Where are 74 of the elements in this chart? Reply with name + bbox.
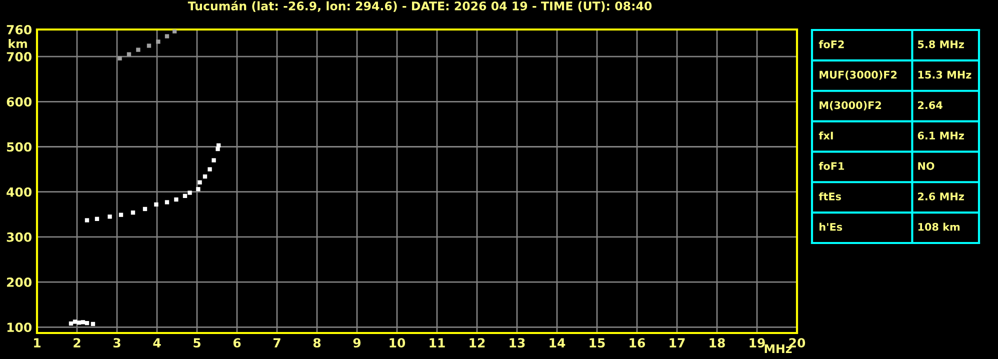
text: 2.6 MHz bbox=[918, 192, 964, 200]
point bbox=[68, 321, 74, 326]
text: ftEs bbox=[818, 192, 842, 200]
point bbox=[94, 216, 100, 221]
chart-title: Tucumán (lat: -26.9, lon: 294.6) - DATE: 2026 04 19 - TIME (UT): 08:40 bbox=[188, 0, 652, 12]
text: 2.64 bbox=[918, 101, 942, 110]
point bbox=[182, 194, 188, 198]
y-tick-label: 500 bbox=[7, 142, 32, 152]
x-tick-label: 18 bbox=[710, 338, 725, 348]
point bbox=[90, 322, 96, 326]
point bbox=[164, 200, 170, 204]
y-tick-label: 700 bbox=[6, 52, 32, 62]
point bbox=[188, 190, 192, 195]
text: 5.8 MHz bbox=[918, 40, 964, 48]
y-tick-label: 200 bbox=[7, 278, 32, 287]
y-tick-label: 760 bbox=[6, 24, 32, 34]
point bbox=[208, 167, 212, 172]
y-tick-label: 100 bbox=[7, 322, 32, 332]
text: 15.3 MHz bbox=[918, 70, 972, 79]
point bbox=[172, 30, 177, 34]
point bbox=[136, 48, 140, 52]
x-tick-label: 4 bbox=[153, 338, 161, 348]
x-tick-label: 9 bbox=[353, 338, 361, 348]
x-tick-label: 6 bbox=[233, 338, 241, 348]
x-tick-label: 5 bbox=[194, 338, 200, 348]
x-tick-label: 12 bbox=[470, 338, 485, 348]
y-tick-label: 600 bbox=[6, 97, 32, 107]
point bbox=[216, 146, 220, 152]
point bbox=[212, 158, 216, 162]
point bbox=[198, 180, 202, 184]
point bbox=[72, 320, 78, 324]
text: M(3000)F2 bbox=[820, 101, 882, 110]
point bbox=[202, 174, 208, 179]
point bbox=[216, 143, 221, 148]
point bbox=[196, 187, 200, 192]
point bbox=[80, 320, 86, 324]
text: 6.1 MHz bbox=[918, 132, 964, 140]
x-tick-label: 17 bbox=[670, 338, 685, 348]
point bbox=[84, 218, 90, 222]
x-tick-label: 13 bbox=[510, 338, 525, 348]
x-tick-label: 19 bbox=[750, 338, 765, 348]
x-tick-label: 10 bbox=[390, 338, 406, 348]
point bbox=[84, 320, 90, 326]
x-tick-label: 11 bbox=[430, 338, 445, 348]
x-tick-label: 1 bbox=[34, 338, 40, 348]
y-axis-title: km bbox=[8, 38, 27, 48]
text: fxI bbox=[818, 131, 833, 140]
x-tick-label: 7 bbox=[273, 338, 280, 348]
point bbox=[130, 210, 136, 215]
point bbox=[76, 320, 82, 325]
point bbox=[142, 206, 148, 212]
text: 108 km bbox=[918, 222, 960, 231]
point bbox=[164, 34, 170, 38]
x-tick-label: 14 bbox=[550, 338, 566, 348]
x-tick-label: 3 bbox=[113, 338, 120, 348]
x-tick-label: 2 bbox=[74, 338, 80, 348]
point bbox=[146, 44, 152, 48]
x-tick-label: 15 bbox=[590, 338, 605, 348]
x-tick-label: 8 bbox=[313, 338, 321, 348]
x-tick-label: 16 bbox=[630, 338, 646, 348]
point bbox=[156, 40, 160, 44]
y-tick-label: 300 bbox=[6, 232, 32, 242]
y-tick-label: 400 bbox=[6, 187, 32, 197]
text: foF1 bbox=[818, 162, 844, 170]
point bbox=[154, 202, 158, 207]
text: MUF(3000)F2 bbox=[820, 70, 897, 80]
point bbox=[118, 212, 124, 217]
text: NO bbox=[918, 162, 934, 170]
text: foF2 bbox=[818, 40, 844, 48]
point bbox=[108, 214, 112, 219]
point bbox=[174, 197, 178, 202]
point bbox=[118, 56, 122, 60]
point bbox=[126, 52, 132, 56]
text: h'Es bbox=[820, 222, 842, 231]
